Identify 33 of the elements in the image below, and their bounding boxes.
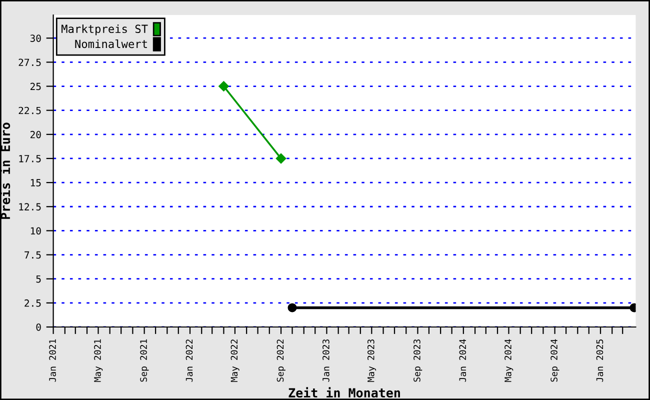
y-tick-label: 10 xyxy=(30,227,41,235)
x-tick-label: Jan 2023 xyxy=(322,339,330,382)
point xyxy=(288,303,297,312)
x-tick-label: May 2022 xyxy=(230,340,240,382)
y-tick-label: 25 xyxy=(30,82,41,90)
y-tick-label: 2.5 xyxy=(24,299,41,307)
y-tick-label: 22.5 xyxy=(18,106,41,114)
point xyxy=(276,153,286,164)
x-tick-label: Sep 2024 xyxy=(550,339,560,382)
x-tick-label: May 2024 xyxy=(504,339,514,382)
y-tick-label: 15 xyxy=(30,179,41,186)
y-axis-title: Preis in Euro xyxy=(0,122,10,219)
x-tick-label: Jan 2025 xyxy=(596,340,604,382)
x-tick-label: Jan 2024 xyxy=(459,339,466,382)
y-tick-label: 7.5 xyxy=(24,251,41,259)
point xyxy=(218,81,229,92)
x-tick-label: Sep 2022 xyxy=(276,340,286,382)
x-axis-title: Zeit in Monaten xyxy=(288,387,400,398)
y-tick-label: 0 xyxy=(36,324,41,331)
x-tick-label: May 2023 xyxy=(367,339,376,382)
x-tick-label: Jan 2022 xyxy=(186,340,193,382)
y-tick-label: 30 xyxy=(30,34,41,42)
x-tick-label: Jan 2021 xyxy=(49,339,56,382)
legend-label: Nominalwert xyxy=(75,39,147,48)
x-tick-label: May 2021 xyxy=(94,339,103,382)
legend-label: Marktpreis ST xyxy=(62,24,148,36)
y-tick-label: 5 xyxy=(36,275,41,283)
y-tick-label: 27.5 xyxy=(18,58,41,66)
y-tick-label: 12.5 xyxy=(19,203,41,210)
x-tick-label: Sep 2023 xyxy=(414,339,422,382)
y-tick-label: 20 xyxy=(30,130,41,138)
y-tick-label: 17.5 xyxy=(19,155,41,162)
x-tick-label: Sep 2021 xyxy=(140,339,149,382)
